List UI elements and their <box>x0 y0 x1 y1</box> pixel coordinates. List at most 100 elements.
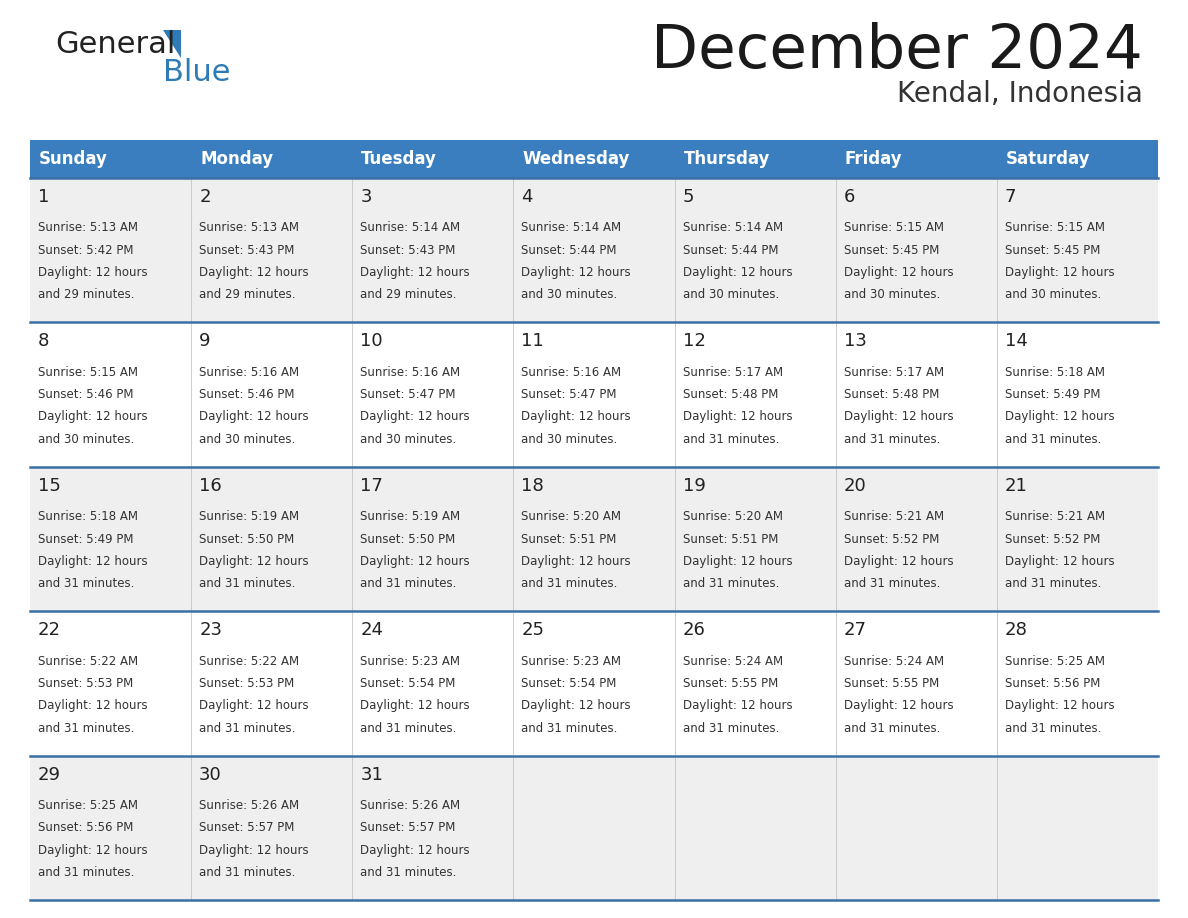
Text: Daylight: 12 hours: Daylight: 12 hours <box>843 410 953 423</box>
Text: Daylight: 12 hours: Daylight: 12 hours <box>200 266 309 279</box>
Text: Sunrise: 5:18 AM: Sunrise: 5:18 AM <box>1005 365 1105 379</box>
Text: Sunrise: 5:23 AM: Sunrise: 5:23 AM <box>360 655 460 667</box>
Bar <box>513 140 675 178</box>
Text: Daylight: 12 hours: Daylight: 12 hours <box>522 554 631 568</box>
Text: 31: 31 <box>360 766 384 784</box>
Text: Daylight: 12 hours: Daylight: 12 hours <box>843 266 953 279</box>
Text: Sunset: 5:43 PM: Sunset: 5:43 PM <box>200 243 295 257</box>
Text: 10: 10 <box>360 332 383 351</box>
Text: Daylight: 12 hours: Daylight: 12 hours <box>683 554 792 568</box>
Text: Friday: Friday <box>845 150 903 168</box>
Text: Sunrise: 5:14 AM: Sunrise: 5:14 AM <box>683 221 783 234</box>
Text: Sunrise: 5:17 AM: Sunrise: 5:17 AM <box>683 365 783 379</box>
Text: 18: 18 <box>522 476 544 495</box>
Text: Sunset: 5:44 PM: Sunset: 5:44 PM <box>522 243 617 257</box>
Text: Sunset: 5:47 PM: Sunset: 5:47 PM <box>522 388 617 401</box>
Bar <box>353 140 513 178</box>
Text: Sunset: 5:54 PM: Sunset: 5:54 PM <box>360 677 456 690</box>
Bar <box>191 140 353 178</box>
Text: Daylight: 12 hours: Daylight: 12 hours <box>38 410 147 423</box>
Text: Sunrise: 5:14 AM: Sunrise: 5:14 AM <box>522 221 621 234</box>
Text: Sunset: 5:57 PM: Sunset: 5:57 PM <box>200 822 295 834</box>
Bar <box>30 178 1158 322</box>
Text: Daylight: 12 hours: Daylight: 12 hours <box>200 700 309 712</box>
Text: 19: 19 <box>683 476 706 495</box>
Text: 5: 5 <box>683 188 694 206</box>
Text: and 30 minutes.: and 30 minutes. <box>683 288 779 301</box>
Text: and 31 minutes.: and 31 minutes. <box>360 866 456 879</box>
Bar <box>30 466 1158 611</box>
Bar <box>997 140 1158 178</box>
Text: Sunset: 5:52 PM: Sunset: 5:52 PM <box>1005 532 1100 545</box>
Text: Daylight: 12 hours: Daylight: 12 hours <box>522 266 631 279</box>
Text: Daylight: 12 hours: Daylight: 12 hours <box>1005 266 1114 279</box>
Text: 22: 22 <box>38 621 61 639</box>
Text: and 31 minutes.: and 31 minutes. <box>1005 722 1101 734</box>
Text: Daylight: 12 hours: Daylight: 12 hours <box>360 700 470 712</box>
Bar <box>835 140 997 178</box>
Text: Sunrise: 5:18 AM: Sunrise: 5:18 AM <box>38 510 138 523</box>
Text: and 30 minutes.: and 30 minutes. <box>522 288 618 301</box>
Text: and 30 minutes.: and 30 minutes. <box>200 433 296 446</box>
Text: 30: 30 <box>200 766 222 784</box>
Text: Sunrise: 5:21 AM: Sunrise: 5:21 AM <box>843 510 943 523</box>
Text: and 31 minutes.: and 31 minutes. <box>200 722 296 734</box>
Text: Blue: Blue <box>163 58 230 87</box>
Text: and 29 minutes.: and 29 minutes. <box>360 288 456 301</box>
Text: Sunset: 5:55 PM: Sunset: 5:55 PM <box>843 677 939 690</box>
Text: Sunset: 5:57 PM: Sunset: 5:57 PM <box>360 822 456 834</box>
Text: Sunrise: 5:19 AM: Sunrise: 5:19 AM <box>360 510 461 523</box>
Text: Wednesday: Wednesday <box>523 150 630 168</box>
Text: and 31 minutes.: and 31 minutes. <box>683 722 779 734</box>
Text: Sunrise: 5:17 AM: Sunrise: 5:17 AM <box>843 365 943 379</box>
Text: Sunset: 5:48 PM: Sunset: 5:48 PM <box>683 388 778 401</box>
Text: Daylight: 12 hours: Daylight: 12 hours <box>522 700 631 712</box>
Text: Sunrise: 5:14 AM: Sunrise: 5:14 AM <box>360 221 461 234</box>
Text: Sunrise: 5:25 AM: Sunrise: 5:25 AM <box>1005 655 1105 667</box>
Text: and 30 minutes.: and 30 minutes. <box>1005 288 1101 301</box>
Text: and 31 minutes.: and 31 minutes. <box>1005 433 1101 446</box>
Text: and 31 minutes.: and 31 minutes. <box>200 866 296 879</box>
Text: Daylight: 12 hours: Daylight: 12 hours <box>360 844 470 856</box>
Text: Sunset: 5:51 PM: Sunset: 5:51 PM <box>683 532 778 545</box>
Text: Sunrise: 5:19 AM: Sunrise: 5:19 AM <box>200 510 299 523</box>
Text: Daylight: 12 hours: Daylight: 12 hours <box>1005 410 1114 423</box>
Text: 2: 2 <box>200 188 210 206</box>
Text: Sunset: 5:49 PM: Sunset: 5:49 PM <box>1005 388 1100 401</box>
Text: Daylight: 12 hours: Daylight: 12 hours <box>683 700 792 712</box>
Text: Tuesday: Tuesday <box>361 150 437 168</box>
Text: 6: 6 <box>843 188 855 206</box>
Text: and 31 minutes.: and 31 minutes. <box>843 722 940 734</box>
Text: and 31 minutes.: and 31 minutes. <box>522 577 618 590</box>
Text: Saturday: Saturday <box>1006 150 1091 168</box>
Text: and 31 minutes.: and 31 minutes. <box>1005 577 1101 590</box>
Text: Sunset: 5:47 PM: Sunset: 5:47 PM <box>360 388 456 401</box>
Text: and 31 minutes.: and 31 minutes. <box>38 866 134 879</box>
Text: Sunset: 5:50 PM: Sunset: 5:50 PM <box>200 532 295 545</box>
Text: Sunset: 5:53 PM: Sunset: 5:53 PM <box>200 677 295 690</box>
Text: and 31 minutes.: and 31 minutes. <box>38 722 134 734</box>
Text: Sunset: 5:46 PM: Sunset: 5:46 PM <box>200 388 295 401</box>
Text: and 29 minutes.: and 29 minutes. <box>38 288 134 301</box>
Text: Daylight: 12 hours: Daylight: 12 hours <box>38 700 147 712</box>
Text: Sunset: 5:45 PM: Sunset: 5:45 PM <box>843 243 939 257</box>
Text: Daylight: 12 hours: Daylight: 12 hours <box>1005 700 1114 712</box>
Text: Daylight: 12 hours: Daylight: 12 hours <box>843 700 953 712</box>
Text: Sunset: 5:51 PM: Sunset: 5:51 PM <box>522 532 617 545</box>
Text: and 31 minutes.: and 31 minutes. <box>683 577 779 590</box>
Bar <box>675 140 835 178</box>
Text: 24: 24 <box>360 621 384 639</box>
Text: and 31 minutes.: and 31 minutes. <box>683 433 779 446</box>
Text: Sunrise: 5:26 AM: Sunrise: 5:26 AM <box>200 799 299 812</box>
Text: Daylight: 12 hours: Daylight: 12 hours <box>38 554 147 568</box>
Text: 23: 23 <box>200 621 222 639</box>
Text: and 30 minutes.: and 30 minutes. <box>360 433 456 446</box>
Text: 21: 21 <box>1005 476 1028 495</box>
Text: Sunrise: 5:25 AM: Sunrise: 5:25 AM <box>38 799 138 812</box>
Text: General: General <box>55 30 176 59</box>
Text: Kendal, Indonesia: Kendal, Indonesia <box>897 80 1143 108</box>
Text: Daylight: 12 hours: Daylight: 12 hours <box>522 410 631 423</box>
Text: and 30 minutes.: and 30 minutes. <box>843 288 940 301</box>
Text: Sunset: 5:44 PM: Sunset: 5:44 PM <box>683 243 778 257</box>
Text: 3: 3 <box>360 188 372 206</box>
